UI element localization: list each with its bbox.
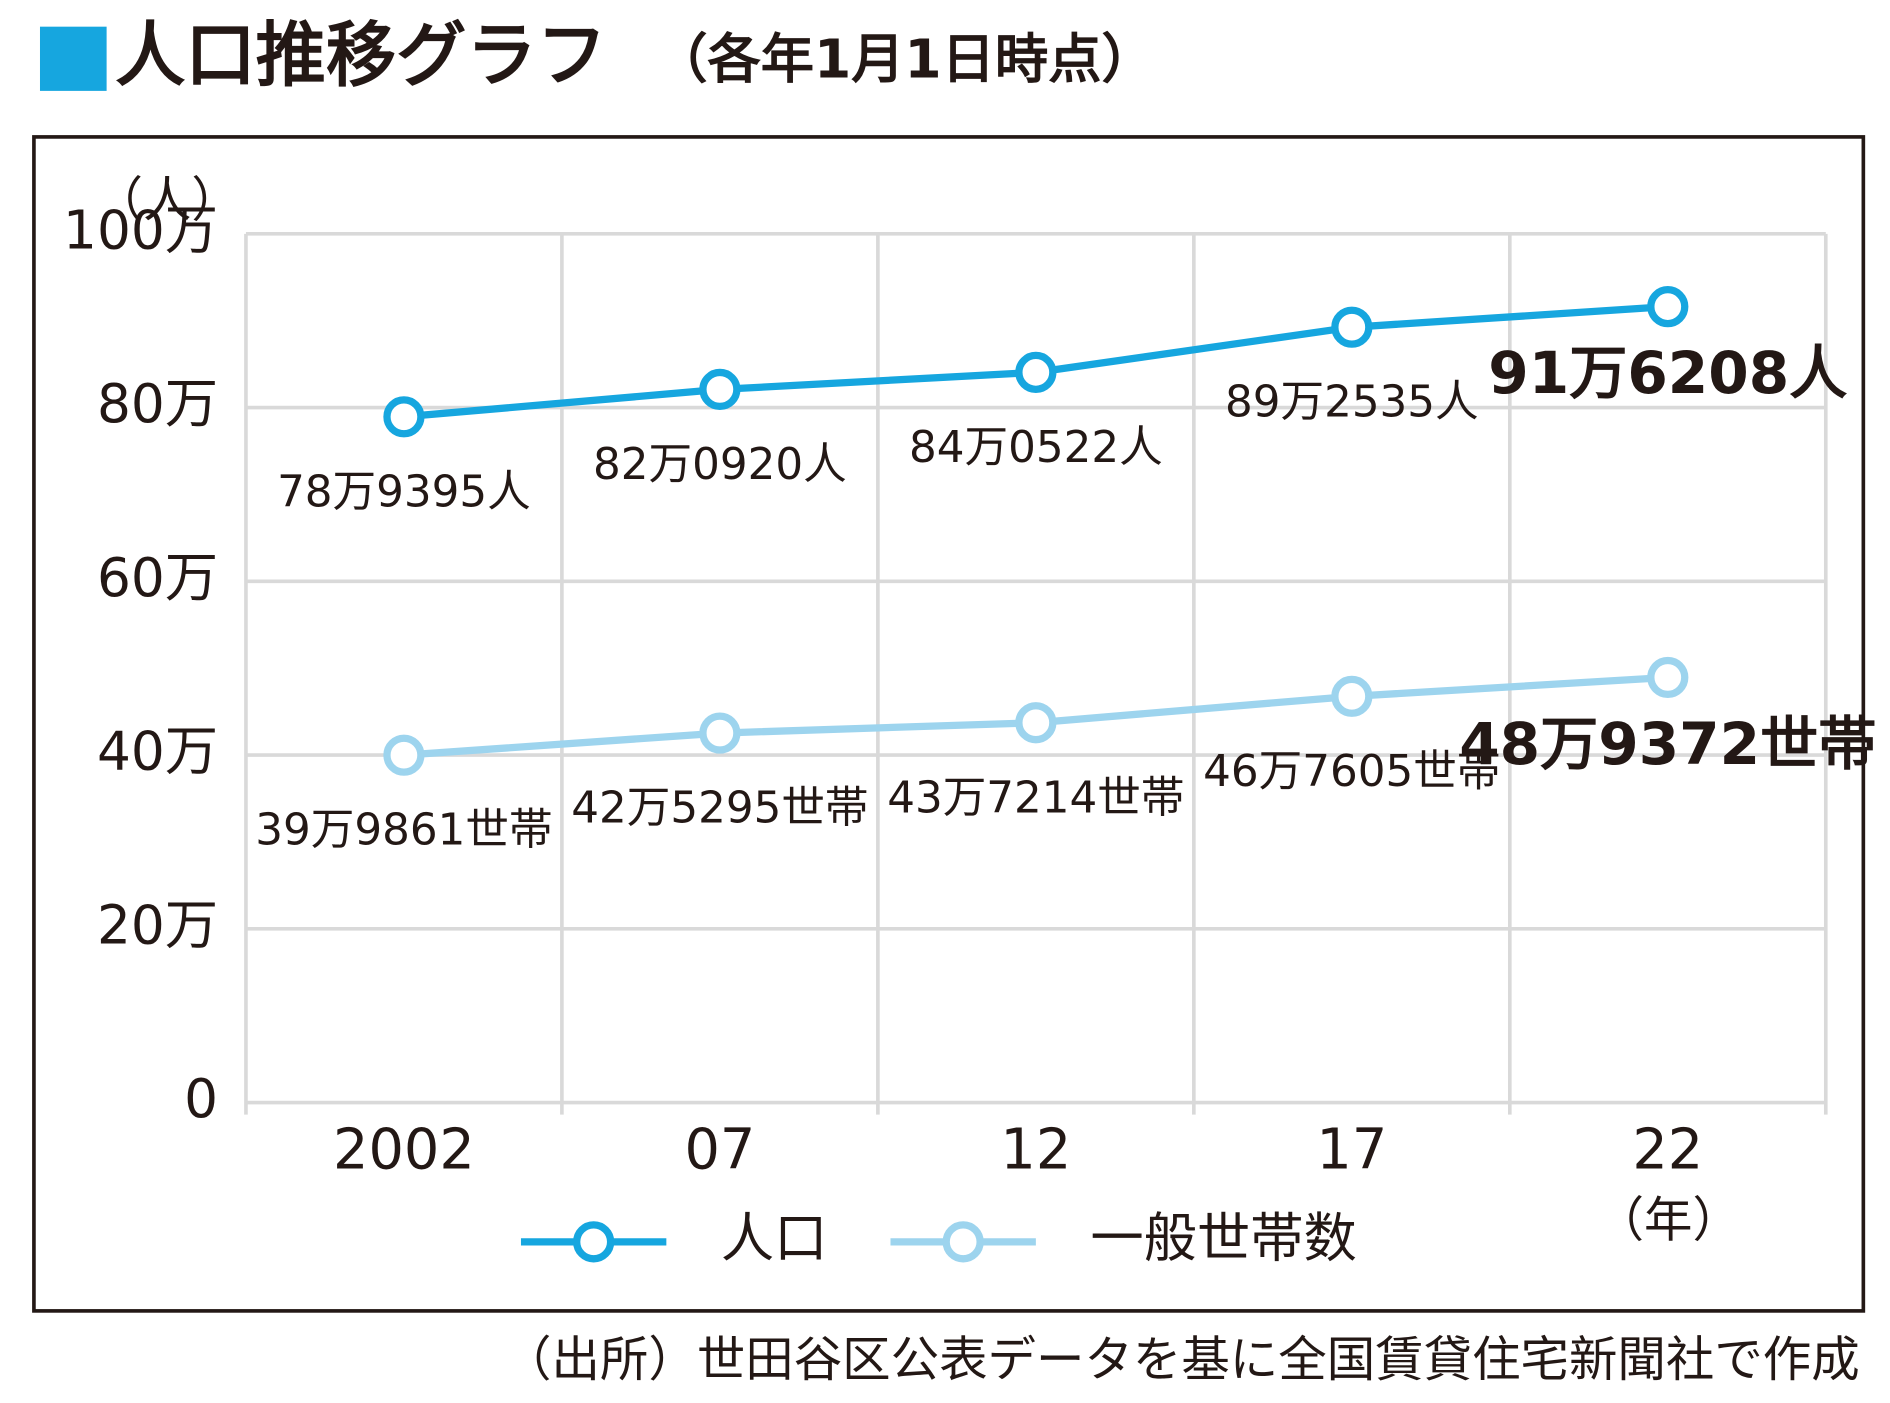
y-tick-label: 20万 bbox=[97, 894, 218, 956]
point bbox=[1015, 351, 1057, 393]
chart-title: 人口推移グラフ bbox=[115, 15, 607, 97]
x-tick-label: 17 bbox=[1316, 1118, 1387, 1183]
data-label: 84万0522人 bbox=[909, 423, 1163, 473]
y-tick-label: 40万 bbox=[97, 721, 218, 783]
chart-subtitle: （各年1月1日時点） bbox=[654, 29, 1155, 91]
data-label: 46万7605世帯 bbox=[1203, 747, 1500, 797]
data-label: 89万2535人 bbox=[1225, 378, 1479, 428]
data-label: 82万0920人 bbox=[593, 440, 847, 490]
legend-label: 人口 bbox=[721, 1207, 828, 1269]
x-tick-label: 07 bbox=[684, 1118, 755, 1183]
source-note: （出所）世田谷区公表データを基に全国賃貸住宅新聞社で作成 bbox=[503, 1332, 1860, 1388]
point bbox=[383, 734, 425, 776]
x-tick-label: 12 bbox=[1000, 1118, 1071, 1183]
point bbox=[699, 368, 741, 411]
x-tick-label: 22 bbox=[1632, 1118, 1703, 1183]
point bbox=[1647, 286, 1689, 328]
x-tick-label: 2002 bbox=[333, 1118, 475, 1183]
chart-frame bbox=[32, 135, 1866, 1313]
y-tick-label: 100万 bbox=[63, 199, 218, 261]
data-label: 39万9861世帯 bbox=[255, 806, 552, 856]
data-label: 43万7214世帯 bbox=[887, 773, 1184, 823]
data-label: 42万5295世帯 bbox=[571, 784, 868, 834]
point bbox=[1331, 306, 1373, 348]
data-label: 91万6208人 bbox=[1488, 339, 1847, 407]
x-axis-label: （年） bbox=[1596, 1193, 1741, 1249]
y-tick-label: 0 bbox=[184, 1068, 218, 1130]
data-label: 78万9395人 bbox=[277, 467, 531, 517]
y-tick-label: 60万 bbox=[97, 547, 218, 609]
point bbox=[1647, 656, 1689, 699]
y-axis-label: （人） bbox=[95, 173, 240, 229]
legend-label: 一般世帯数 bbox=[1090, 1207, 1356, 1269]
point bbox=[383, 396, 425, 438]
data-label: 48万9372世帯 bbox=[1459, 710, 1876, 778]
title-marker bbox=[39, 26, 107, 91]
point bbox=[1331, 675, 1373, 717]
y-tick-label: 80万 bbox=[97, 373, 218, 435]
legend-marker bbox=[573, 1221, 615, 1263]
legend-marker bbox=[942, 1221, 984, 1263]
point bbox=[699, 712, 741, 754]
point bbox=[1015, 702, 1057, 744]
